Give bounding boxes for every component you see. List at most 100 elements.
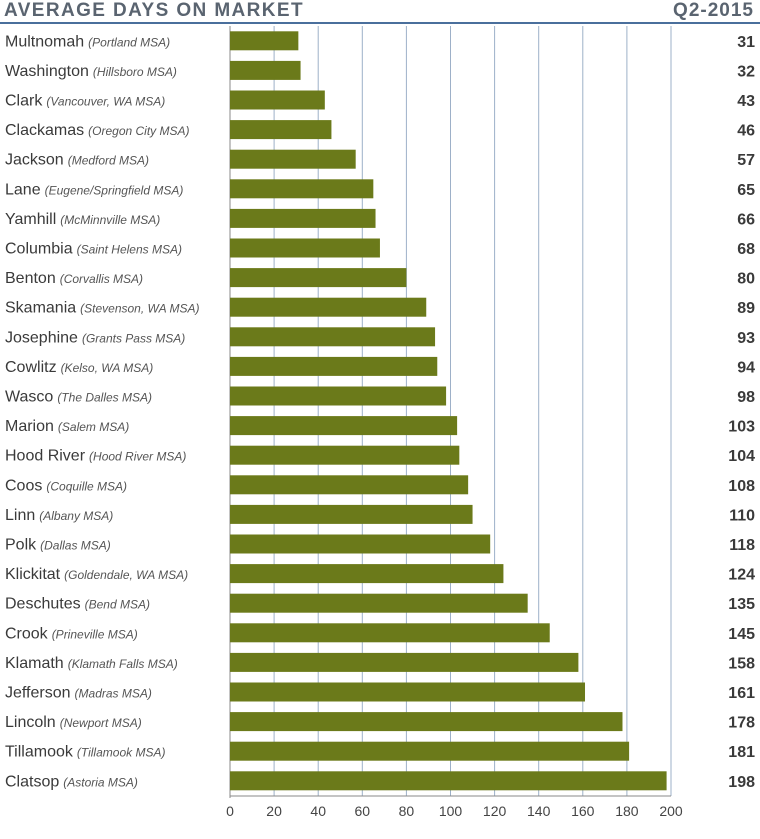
bar	[230, 31, 299, 51]
msa-name: (Madras MSA)	[75, 687, 152, 701]
value-label: 98	[737, 389, 755, 406]
county-name: Coos	[5, 477, 42, 494]
category-label: Clackamas (Oregon City MSA)	[5, 122, 190, 139]
category-label: Wasco (The Dalles MSA)	[5, 389, 152, 406]
county-name: Skamania	[5, 300, 76, 317]
value-label: 46	[737, 123, 755, 140]
county-name: Hood River	[5, 448, 86, 465]
category-label: Deschutes (Bend MSA)	[5, 596, 150, 613]
bar	[230, 741, 630, 761]
msa-name: (Saint Helens MSA)	[77, 243, 182, 257]
county-name: Jackson	[5, 152, 64, 169]
msa-name: (Astoria MSA)	[63, 775, 138, 789]
category-label: Marion (Salem MSA)	[5, 418, 129, 435]
value-label: 145	[728, 626, 755, 643]
msa-name: (Prineville MSA)	[52, 627, 138, 641]
category-label: Clark (Vancouver, WA MSA)	[5, 93, 165, 110]
county-name: Polk	[5, 537, 37, 554]
bar	[230, 475, 469, 495]
category-label: Polk (Dallas MSA)	[5, 537, 111, 554]
msa-name: (Corvallis MSA)	[60, 272, 143, 286]
category-label: Lincoln (Newport MSA)	[5, 714, 142, 731]
county-name: Cowlitz	[5, 359, 57, 376]
county-name: Columbia	[5, 241, 73, 258]
msa-name: (Vancouver, WA MSA)	[46, 95, 165, 109]
value-label: 89	[737, 300, 755, 317]
value-label: 108	[728, 478, 755, 495]
msa-name: (Oregon City MSA)	[88, 124, 189, 138]
bar	[230, 771, 667, 791]
msa-name: (Dallas MSA)	[40, 539, 111, 553]
bar	[230, 386, 447, 406]
county-name: Marion	[5, 418, 54, 435]
county-name: Wasco	[5, 389, 53, 406]
value-label: 65	[737, 182, 755, 199]
value-label: 178	[728, 715, 755, 732]
county-name: Josephine	[5, 329, 78, 346]
county-name: Clackamas	[5, 122, 84, 139]
value-label: 32	[737, 63, 755, 80]
chart-header: AVERAGE DAYS ON MARKET Q2-2015	[0, 0, 760, 22]
value-label: 68	[737, 241, 755, 258]
msa-name: (Hillsboro MSA)	[93, 65, 177, 79]
category-label: Tillamook (Tillamook MSA)	[5, 744, 165, 761]
category-label: Josephine (Grants Pass MSA)	[5, 329, 185, 346]
bar	[230, 564, 504, 584]
x-tick-label: 180	[615, 803, 639, 819]
category-label: Coos (Coquille MSA)	[5, 477, 127, 494]
category-label: Skamania (Stevenson, WA MSA)	[5, 300, 200, 317]
value-label: 93	[737, 330, 755, 347]
county-name: Crook	[5, 625, 49, 642]
msa-name: (McMinnville MSA)	[60, 213, 160, 227]
category-label: Yamhill (McMinnville MSA)	[5, 211, 160, 228]
county-name: Benton	[5, 270, 56, 287]
category-label: Washington (Hillsboro MSA)	[5, 63, 177, 80]
x-tick-label: 0	[226, 803, 234, 819]
category-label: Jackson (Medford MSA)	[5, 152, 149, 169]
county-name: Clatsop	[5, 773, 59, 790]
chart-period: Q2-2015	[673, 0, 754, 21]
value-label: 66	[737, 211, 755, 228]
bar	[230, 268, 407, 288]
value-label: 124	[728, 567, 755, 584]
category-label: Multnomah (Portland MSA)	[5, 33, 170, 50]
value-label: 57	[737, 152, 755, 169]
value-label: 43	[737, 93, 755, 110]
value-label: 104	[728, 448, 755, 465]
msa-name: (Goldendale, WA MSA)	[64, 568, 188, 582]
value-label: 118	[729, 537, 755, 554]
bar	[230, 652, 579, 672]
msa-name: (Klamath Falls MSA)	[68, 657, 178, 671]
county-name: Tillamook	[5, 744, 74, 761]
county-name: Jefferson	[5, 685, 71, 702]
bar	[230, 593, 528, 613]
category-label: Benton (Corvallis MSA)	[5, 270, 143, 287]
msa-name: (Bend MSA)	[85, 598, 150, 612]
chart-title: AVERAGE DAYS ON MARKET	[4, 0, 305, 21]
bar	[230, 179, 374, 199]
category-label: Hood River (Hood River MSA)	[5, 448, 186, 465]
value-label: 103	[728, 419, 755, 436]
msa-name: (Tillamook MSA)	[77, 746, 166, 760]
msa-name: (Portland MSA)	[88, 35, 170, 49]
value-label: 110	[729, 507, 755, 524]
bar	[230, 504, 473, 524]
bar	[230, 623, 550, 643]
county-name: Klamath	[5, 655, 64, 672]
bar	[230, 445, 460, 465]
county-name: Clark	[5, 93, 43, 110]
county-name: Linn	[5, 507, 35, 524]
bar	[230, 120, 332, 140]
bar	[230, 149, 356, 169]
x-tick-label: 120	[483, 803, 507, 819]
category-label: Columbia (Saint Helens MSA)	[5, 241, 182, 258]
category-label: Crook (Prineville MSA)	[5, 625, 138, 642]
bar	[230, 208, 376, 228]
category-label: Klamath (Klamath Falls MSA)	[5, 655, 178, 672]
value-label: 94	[737, 359, 755, 376]
county-name: Deschutes	[5, 596, 81, 613]
category-label: Klickitat (Goldendale, WA MSA)	[5, 566, 188, 583]
county-name: Lane	[5, 181, 41, 198]
value-label: 158	[728, 655, 755, 672]
